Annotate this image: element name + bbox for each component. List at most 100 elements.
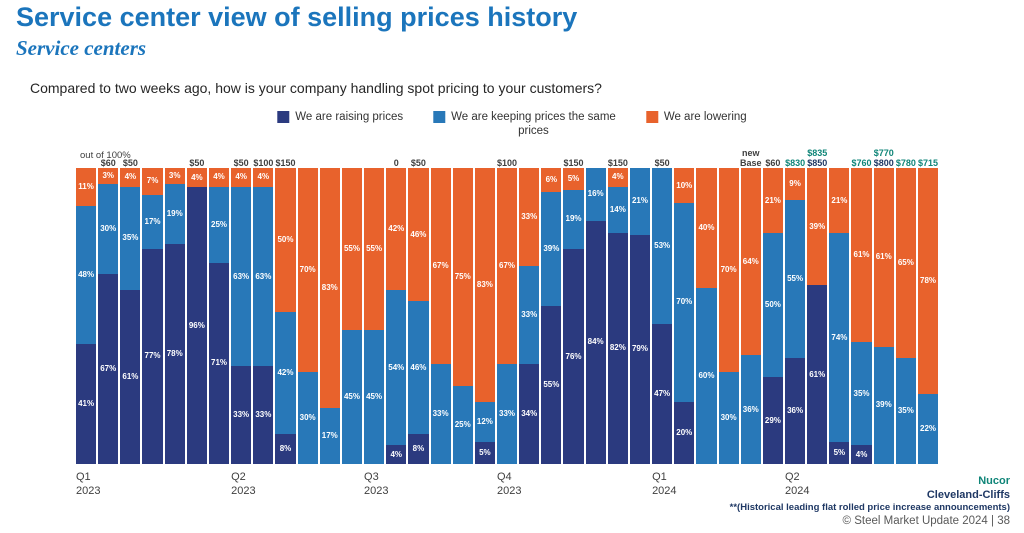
price-announcement-label: $100 [497,142,517,168]
bar-stack: 50% 42% 8% [275,168,296,464]
segment-keeping: 60% [696,288,717,464]
segment-value-label: 82% [609,343,626,353]
segment-lowering: 4% [208,168,230,187]
legend-swatch-keeping-icon [433,111,446,123]
x-axis-slot [563,464,583,505]
segment-value-label: 30% [100,223,117,233]
segment-value-label: 3% [102,171,115,181]
footer-footnote: **(Historical leading flat rolled price … [729,501,1010,513]
price-value: $770 [873,148,894,159]
segment-keeping: 39% [873,346,894,464]
segment-value-label: 25% [211,219,228,229]
segment-lowering: 4% [186,168,207,188]
bar-column: 21% 74% 5% [829,142,850,505]
segment-value-label: 84% [587,337,604,347]
bar-column: 33% 33% 34% [519,142,540,505]
segment-raising: 61% [120,290,141,464]
price-announcement-label: $150 [563,142,584,168]
segment-lowering: 65% [895,168,916,358]
segment-value-label: 83% [476,279,493,289]
price-value: $150 [275,157,296,168]
segment-value-label: 36% [742,404,759,414]
page-subtitle: Service centers [16,36,147,60]
bar-stack: 4% 96% [186,168,207,464]
segment-value-label: 21% [631,196,648,206]
segment-value-label: 19% [565,214,582,224]
segment-keeping: 33% [430,363,451,464]
price-announcement-label [674,142,694,168]
bar-stack: 78% 22% [917,168,939,464]
bar-column: $50 46% 46% 8% [408,142,429,505]
segment-value-label: 19% [166,209,183,218]
bar-column: 55% 45% Q3 2023 [364,142,389,505]
segment-value-label: 48% [78,270,95,280]
x-axis-quarter-label: Q4 2023 [496,471,522,497]
price-value: $760 [851,157,872,168]
segment-lowering: 67% [430,168,451,364]
segment-lowering: 7% [142,168,163,195]
bar-column: $100 67% 33% Q4 2023 [496,142,522,505]
segment-value-label: 55% [343,244,360,253]
bar-stack: 61% 35% 4% [851,168,872,464]
price-announcement-label [142,142,162,168]
price-value: $850 [807,157,828,168]
segment-lowering: 11% [76,168,97,206]
segment-keeping: 19% [563,189,584,250]
segment-value-label: 34% [521,408,538,418]
segment-raising: 29% [762,377,783,464]
segment-lowering: 42% [386,168,407,291]
legend-label-keeping-line2: prices [518,125,549,138]
segment-keeping: 22% [917,394,939,464]
segment-raising: 4% [386,445,407,464]
segment-value-label: 61% [122,372,139,382]
bar-stack: 61% 39% [873,168,894,464]
bar-column: $150 4% 14% 82% [607,142,628,505]
x-axis-quarter-label: Q2 2023 [231,471,256,497]
segment-value-label: 33% [499,408,516,418]
x-axis-quarter-label: Q2 2024 [785,471,810,497]
segment-keeping: 17% [319,408,340,464]
segment-value-label: 25% [454,420,471,429]
segment-lowering: 4% [231,168,252,187]
axis-note: out of 100% [80,150,131,161]
price-announcement-label [475,142,495,168]
segment-keeping: 63% [231,186,252,367]
x-axis-slot [453,464,473,505]
price-value: $800 [873,157,894,168]
x-axis-slot [630,464,650,505]
segment-value-label: 45% [343,392,360,401]
bar-stack: 4% 14% 82% [607,168,628,464]
price-value: new [742,148,760,159]
bar-stack: 67% 33% [430,168,451,464]
price-announcement-label [586,142,606,168]
segment-raising: 84% [585,220,606,464]
segment-value-label: 8% [412,444,425,454]
bar-stack: 3% 19% 78% [164,168,185,464]
segment-keeping: 30% [297,372,318,464]
price-announcement-label [431,142,451,168]
segment-value-label: 11% [78,181,94,191]
segment-value-label: 70% [676,297,693,307]
segment-lowering: 4% [120,168,141,187]
segment-value-label: 64% [742,256,759,266]
legend-label-keeping-line1: We are keeping prices the same [451,111,616,123]
price-announcement-label: $50 [652,142,672,168]
segment-value-label: 21% [831,195,848,205]
segment-keeping: 17% [142,194,163,249]
x-axis-slot [519,464,539,505]
bar-stack: 3% 30% 67% [98,168,119,464]
segment-value-label: 61% [875,252,892,262]
price-value: $100 [253,157,274,168]
bar-stack: 16% 84% [585,168,606,464]
price-announcement-label: $60 [763,142,783,168]
legend-item-keeping: We are keeping prices the same prices [433,110,616,139]
bar-stack: 65% 35% [895,168,916,464]
price-announcement-label [364,142,384,168]
segment-value-label: 4% [124,172,137,182]
segment-value-label: 71% [211,358,228,368]
bar-stack: 33% 33% 34% [519,168,540,465]
segment-value-label: 77% [144,351,161,361]
price-announcement-label: 0 [386,142,406,168]
price-value: $50 [189,157,205,168]
segment-value-label: 8% [279,444,292,454]
